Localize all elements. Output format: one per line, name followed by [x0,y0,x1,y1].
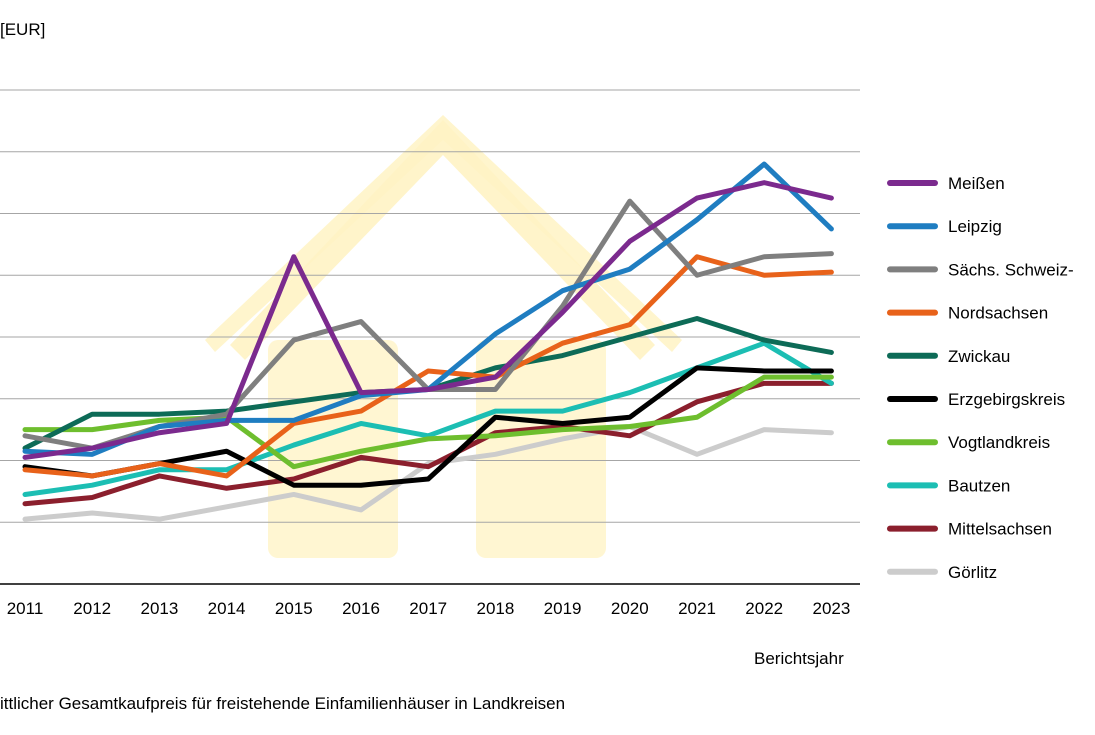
x-tick-label: 2017 [409,599,447,618]
legend-label: Nordsachsen [948,304,1048,323]
chart-caption: ittlicher Gesamtkaufpreis für freistehen… [0,694,566,713]
series-line [22,180,834,460]
x-tick-label: 2015 [275,599,313,618]
legend: Meißen Leipzig Sächs. Schweiz- Nordsachsen Z… [887,174,1074,582]
legend-label: Erzgebirgskreis [948,390,1065,409]
legend-label: Vogtlandkreis [948,433,1050,452]
x-tick-label: 2018 [476,599,514,618]
x-tick-label: 2012 [73,599,111,618]
x-tick-label: 2011 [7,599,44,618]
x-tick-label: 2022 [745,599,783,618]
series-lines [22,161,834,522]
legend-label: Sächs. Schweiz- [948,260,1074,279]
series-line [22,380,834,507]
legend-label: Görlitz [948,563,997,582]
legend-label: Leipzig [948,217,1002,236]
x-tick-label: 2014 [208,599,246,618]
legend-label: Meißen [948,174,1005,193]
x-tick-label: 2013 [140,599,178,618]
x-axis: 2011 2012 2013 2014 2015 2016 2017 2018 2019 2020… [0,583,860,618]
unit-label: [EUR] [0,20,46,39]
series-line [22,340,834,497]
legend-label: Bautzen [948,476,1010,495]
x-tick-label: 2019 [544,599,582,618]
legend-label: Mittelsachsen [948,520,1052,539]
x-tick-label: 2016 [342,599,380,618]
series-line [22,374,834,470]
legend-label: Zwickau [948,347,1010,366]
x-tick-label: 2020 [611,599,649,618]
series-line [22,424,834,522]
series-line [22,254,834,479]
x-axis-title: Berichtsjahr [754,649,844,668]
x-tick-label: 2023 [812,599,850,618]
gridlines [0,89,860,523]
x-tick-label: 2021 [678,599,716,618]
